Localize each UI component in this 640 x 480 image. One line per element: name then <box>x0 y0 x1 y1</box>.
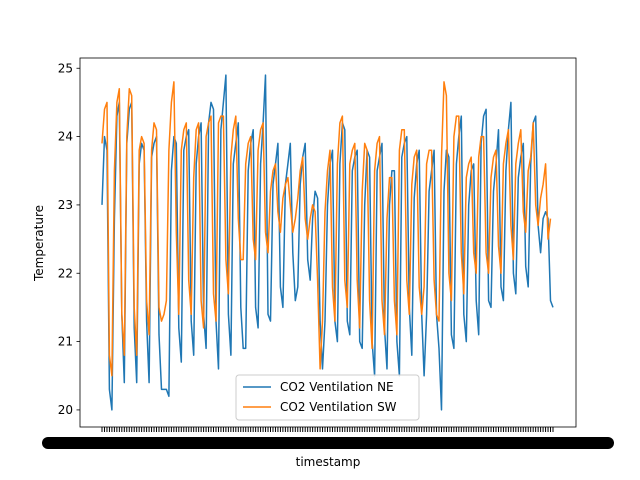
y-tick-label: 20 <box>58 403 73 417</box>
x-tick-labels-overlap <box>42 437 614 449</box>
series-lines <box>101 74 554 411</box>
series-line-2 <box>101 81 552 377</box>
x-axis-title: timestamp <box>296 455 361 469</box>
x-axis <box>42 427 614 449</box>
plot-frame <box>79 57 577 428</box>
legend-label: CO2 Ventilation SW <box>280 400 397 414</box>
legend: CO2 Ventilation NE CO2 Ventilation SW <box>235 374 420 421</box>
y-tick-label: 24 <box>58 130 73 144</box>
series-line-1 <box>101 74 554 411</box>
y-tick-label: 22 <box>58 266 73 280</box>
y-axis-title: Temperature <box>32 205 46 282</box>
legend-label: CO2 Ventilation NE <box>280 380 394 394</box>
legend-box <box>235 374 420 421</box>
y-axis: 20 21 22 23 24 25 <box>58 61 80 417</box>
y-tick-label: 23 <box>58 198 73 212</box>
y-tick-label: 21 <box>58 335 73 349</box>
y-tick-label: 25 <box>58 61 73 75</box>
